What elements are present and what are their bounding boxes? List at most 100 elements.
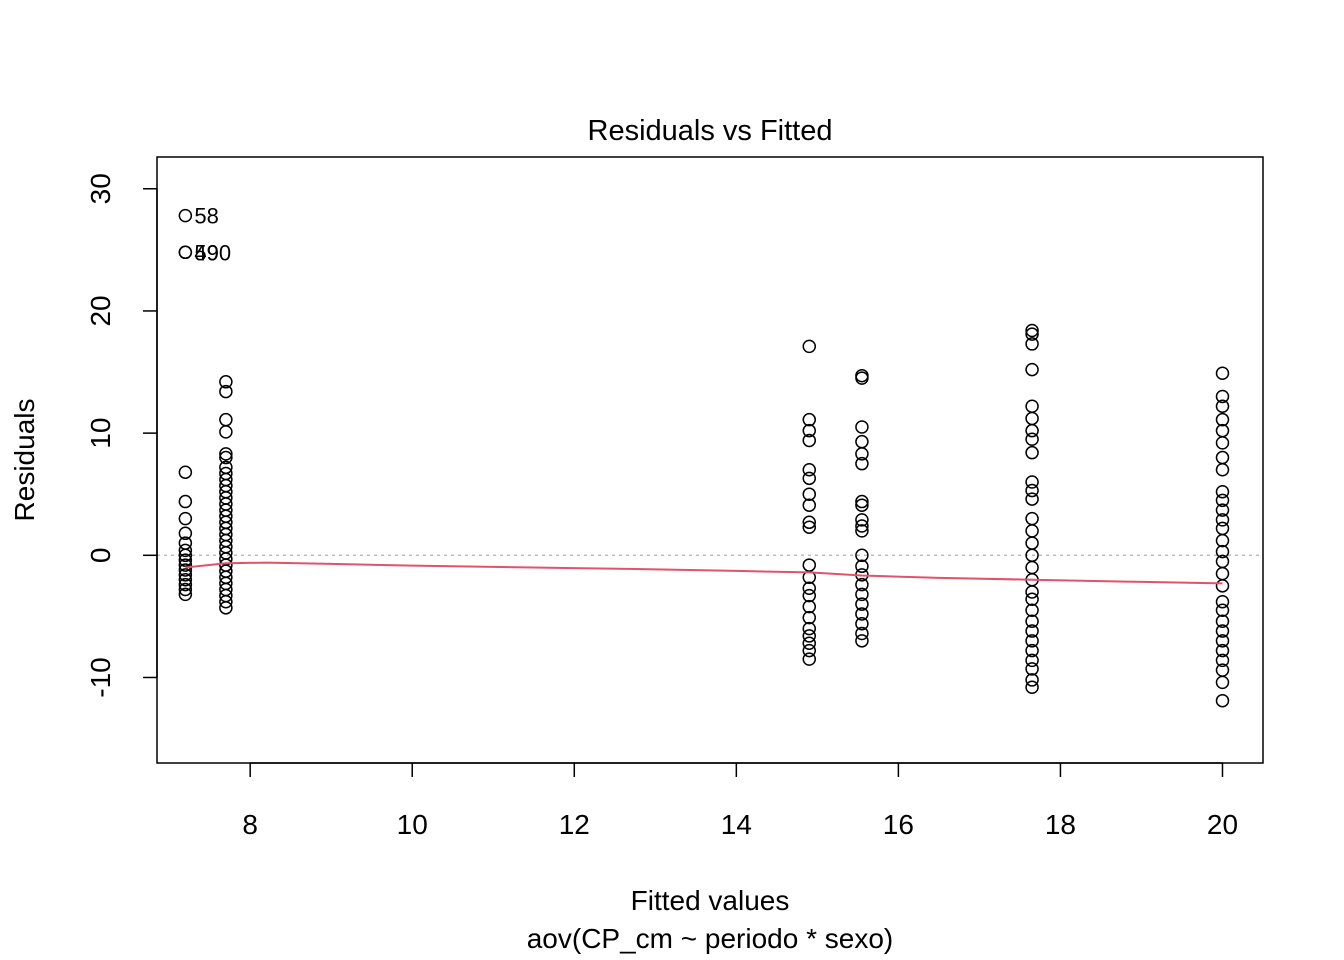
- residual-point: [1215, 503, 1230, 517]
- residual-point: [1215, 533, 1230, 548]
- residual-point: [802, 599, 817, 614]
- outlier-label: 590: [194, 240, 231, 265]
- residual-point: [1025, 592, 1039, 607]
- x-tick-label: 10: [397, 809, 428, 840]
- residual-point: [178, 568, 193, 582]
- residual-point: [219, 412, 233, 427]
- residual-point: [1025, 483, 1039, 498]
- residual-point: [802, 487, 817, 501]
- residual-point: [178, 558, 193, 572]
- residual-point: [802, 433, 817, 448]
- x-tick-label: 20: [1207, 809, 1238, 840]
- residual-point: [855, 434, 869, 449]
- residual-point: [1025, 680, 1039, 694]
- residual-point: [802, 581, 817, 596]
- residual-point: [1025, 614, 1039, 629]
- residual-point: [1025, 585, 1039, 599]
- residual-point: [802, 423, 817, 438]
- residual-point: [219, 450, 233, 465]
- residual-point: [1025, 492, 1039, 506]
- residual-point: [1025, 323, 1039, 338]
- residual-point: [802, 643, 817, 658]
- residual-point: [1025, 327, 1039, 341]
- residual-point: [1025, 411, 1039, 426]
- residual-point: [1215, 450, 1230, 465]
- residual-point: [1025, 662, 1039, 676]
- residual-point: [1215, 485, 1230, 499]
- y-tick-label: 10: [85, 418, 116, 449]
- residual-point: [855, 524, 869, 538]
- residual-point: [855, 597, 869, 611]
- residual-point: [855, 494, 869, 509]
- x-tick-label: 8: [242, 809, 258, 840]
- residual-point: [1215, 463, 1230, 477]
- residual-point: [1025, 399, 1039, 413]
- y-axis: -10 0 10 20 30: [85, 173, 158, 698]
- residual-point: [178, 553, 193, 567]
- residual-point: [1025, 511, 1039, 526]
- residual-point: [855, 607, 869, 621]
- residual-point: [1215, 366, 1230, 381]
- residual-point: [178, 563, 193, 577]
- residual-point: [178, 543, 193, 558]
- residual-point: [1215, 653, 1230, 668]
- x-tick-label: 12: [559, 809, 590, 840]
- residual-point: [178, 587, 193, 602]
- residual-point: [1025, 634, 1039, 648]
- y-axis-label: Residuals: [9, 399, 40, 522]
- residual-point: [1215, 566, 1230, 581]
- residual-point: [178, 526, 193, 541]
- residual-point: [1215, 675, 1230, 690]
- plot-frame: [156, 156, 1264, 764]
- residual-point: [855, 513, 869, 527]
- residual-point: [1025, 362, 1039, 377]
- residual-point: [1215, 493, 1230, 508]
- residual-point: [219, 375, 233, 389]
- x-tick-label: 14: [721, 809, 752, 840]
- residual-point: [178, 548, 193, 563]
- x-axis: 8 10 12 14 16 18 20: [242, 762, 1238, 840]
- residual-point: [1025, 560, 1039, 575]
- residual-point: [855, 447, 869, 461]
- x-tick-label: 18: [1045, 809, 1076, 840]
- residual-point: [802, 636, 817, 651]
- x-axis-subtitle: aov(CP_cm ~ periodo * sexo): [527, 923, 894, 954]
- residual-point: [855, 559, 869, 574]
- residual-point: [802, 515, 817, 530]
- residual-point: [178, 494, 193, 509]
- x-tick-label: 16: [883, 809, 914, 840]
- outlier-label: 49: [194, 240, 218, 265]
- residual-point: [1215, 603, 1230, 618]
- residual-point: [1215, 624, 1230, 638]
- residual-point: [1025, 524, 1039, 538]
- residual-point: [1215, 643, 1230, 658]
- residual-point: [1215, 521, 1230, 536]
- residual-point: [1215, 513, 1230, 527]
- smooth-trend-line: [185, 561, 1223, 585]
- residual-point: [1215, 423, 1230, 438]
- y-tick-label: 20: [85, 295, 116, 326]
- residual-point: [855, 519, 869, 533]
- residual-point: [219, 594, 233, 609]
- residual-point: [1215, 544, 1230, 559]
- residual-point: [802, 558, 817, 572]
- y-tick-label: -10: [85, 657, 116, 697]
- residual-point: [855, 634, 869, 648]
- residual-point: [855, 548, 869, 563]
- residual-point: [178, 465, 193, 479]
- residual-point: [802, 621, 817, 636]
- residual-point: [1215, 412, 1230, 427]
- residual-point: [802, 471, 817, 486]
- residual-point: [219, 447, 233, 461]
- x-axis-label: Fitted values: [631, 885, 790, 916]
- residual-point: [178, 577, 193, 592]
- residual-point: [802, 629, 817, 643]
- residual-point: [1215, 436, 1230, 450]
- residual-point: [1025, 445, 1039, 460]
- residual-point: [1215, 594, 1230, 609]
- y-tick-label: 30: [85, 173, 116, 204]
- residual-point: [802, 498, 817, 512]
- chart-title: Residuals vs Fitted: [588, 115, 833, 147]
- residual-point: [1215, 693, 1230, 708]
